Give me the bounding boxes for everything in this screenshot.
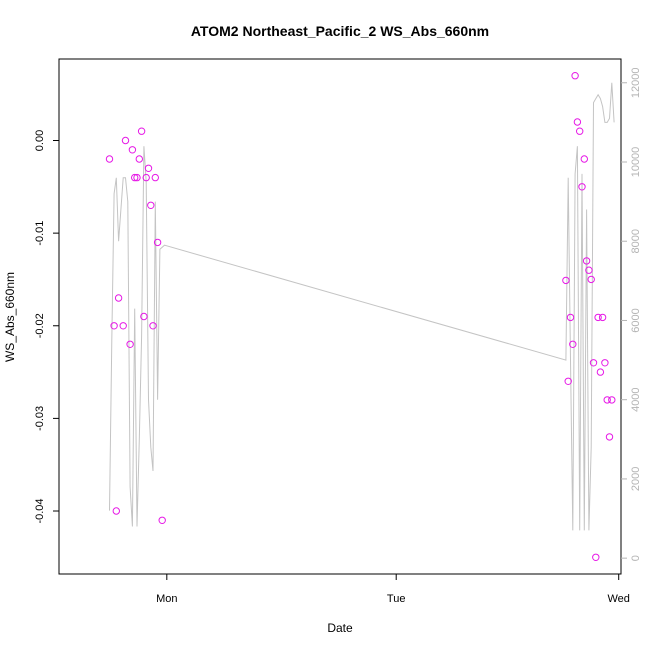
data-point	[110, 322, 118, 330]
y-axis-right: 0 2000 4000 6000 8000 10000 12000	[621, 67, 642, 561]
data-point	[594, 313, 602, 322]
data-point	[587, 275, 595, 284]
data-point	[147, 201, 155, 210]
data-point	[121, 136, 130, 145]
y-tick-label: -0.03	[34, 406, 46, 431]
y-tick-label: -0.01	[34, 221, 46, 246]
data-point	[603, 396, 611, 404]
data-point	[137, 127, 146, 135]
y2-tick-label: 0	[630, 555, 642, 561]
data-point	[580, 155, 588, 163]
data-point	[569, 340, 577, 348]
y-tick-label: -0.04	[34, 498, 46, 523]
y-tick-label: 0.00	[34, 130, 46, 151]
data-point	[573, 118, 582, 126]
chart-title: ATOM2 Northeast_Pacific_2 WS_Abs_660nm	[191, 23, 489, 39]
data-point	[142, 173, 150, 182]
y2-tick-label: 8000	[630, 229, 642, 253]
data-point	[119, 322, 127, 330]
data-point	[562, 276, 570, 285]
x-axis: Mon Tue Wed	[156, 574, 630, 605]
data-point	[582, 257, 591, 265]
line-series-layer	[109, 82, 615, 531]
y2-tick-label: 10000	[630, 147, 642, 178]
data-point	[608, 396, 616, 404]
data-point	[112, 507, 121, 515]
data-point	[140, 312, 148, 321]
x-axis-label: Date	[327, 621, 353, 635]
data-point	[578, 183, 586, 191]
data-point	[114, 294, 123, 302]
line-series	[109, 82, 615, 531]
data-point	[105, 155, 114, 163]
data-point	[133, 173, 141, 182]
x-tick-label: Wed	[607, 593, 629, 605]
data-point	[576, 127, 584, 135]
plot-frame	[58, 58, 622, 575]
data-point	[564, 377, 572, 385]
data-point	[592, 553, 600, 561]
y-tick-label: -0.02	[34, 313, 46, 338]
data-point	[566, 313, 575, 322]
y-axis-left: -0.04 -0.03 -0.02 -0.01 0.00	[34, 130, 59, 524]
data-point	[151, 173, 160, 182]
data-point	[128, 146, 137, 154]
data-point	[144, 164, 153, 173]
data-point	[149, 322, 157, 330]
data-point	[598, 313, 607, 322]
y2-tick-label: 2000	[630, 467, 642, 491]
scatter-points-layer	[105, 72, 616, 561]
data-point	[135, 155, 144, 163]
data-point	[596, 368, 605, 376]
y2-tick-label: 4000	[630, 387, 642, 411]
data-point	[131, 173, 139, 182]
data-point	[571, 72, 579, 80]
data-point	[158, 516, 166, 524]
data-point	[589, 359, 598, 367]
y2-tick-label: 6000	[630, 308, 642, 332]
y2-tick-label: 12000	[630, 67, 642, 98]
data-point	[601, 359, 609, 367]
y-axis-label: WS_Abs_660nm	[3, 272, 17, 362]
data-point	[605, 433, 614, 441]
x-tick-label: Mon	[156, 593, 177, 605]
data-point	[126, 340, 134, 348]
data-point	[585, 266, 593, 274]
data-point	[153, 238, 162, 247]
x-tick-label: Tue	[387, 593, 406, 605]
